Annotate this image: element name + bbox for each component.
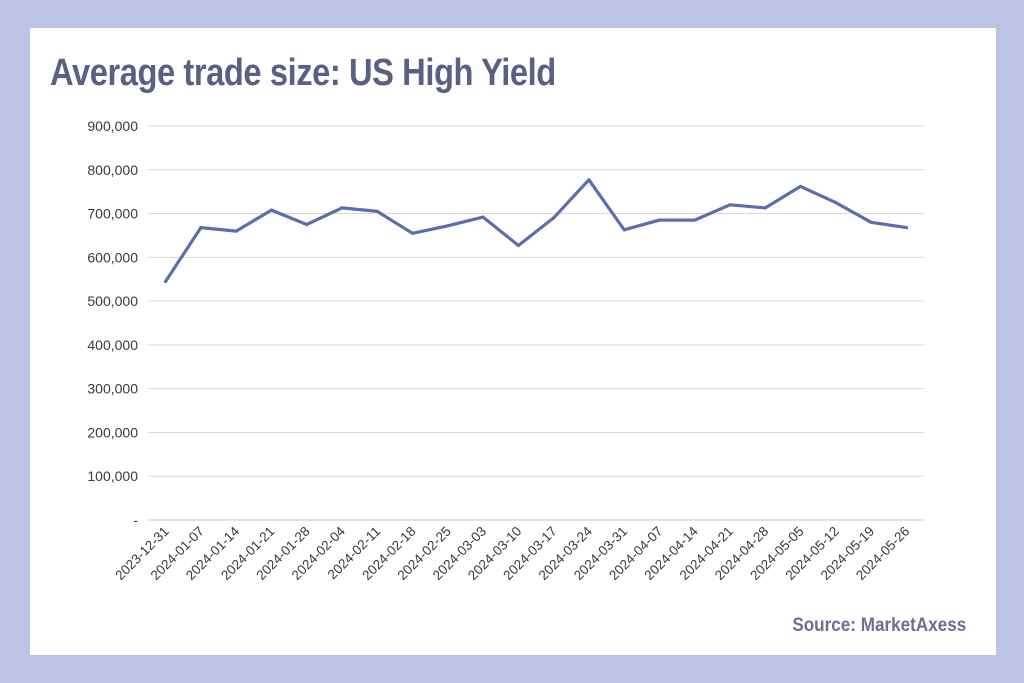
data-point: [234, 229, 238, 233]
data-point: [869, 220, 873, 224]
y-tick-label: 500,000: [87, 293, 138, 309]
chart-title: Average trade size: US High Yield: [50, 52, 556, 94]
data-point: [552, 216, 556, 220]
data-point: [340, 206, 344, 210]
data-point: [763, 206, 767, 210]
data-point: [269, 208, 274, 212]
y-tick-label: 600,000: [87, 249, 138, 265]
source-note: Source: MarketAxess: [792, 615, 966, 636]
data-point: [834, 201, 838, 205]
series-line: [164, 178, 909, 283]
y-tick-label: -: [133, 512, 138, 528]
line-chart: - 100,000 200,000 300,000 400,000 500,000 600,…: [87, 118, 924, 583]
y-tick-label: 700,000: [87, 206, 138, 222]
data-point: [622, 228, 626, 232]
data-point: [375, 209, 379, 213]
chart-card: Average trade size: US High Yield - 100,0…: [30, 28, 996, 655]
y-tick-label: 400,000: [87, 337, 138, 353]
y-tick-label: 800,000: [87, 162, 138, 178]
y-tick-label: 300,000: [87, 381, 138, 397]
data-point: [657, 218, 662, 222]
y-tick-label: 200,000: [87, 424, 138, 440]
data-point: [199, 225, 203, 230]
data-point: [481, 215, 485, 219]
data-point: [798, 184, 803, 189]
data-point: [305, 222, 309, 227]
y-tick-label: 900,000: [87, 118, 138, 134]
data-point: [164, 279, 168, 284]
data-point: [587, 178, 591, 182]
data-point: [410, 231, 415, 235]
y-tick-label: 100,000: [87, 468, 138, 484]
data-point: [904, 225, 908, 230]
data-point: [516, 243, 520, 248]
data-point: [693, 218, 697, 222]
data-point: [446, 224, 450, 228]
data-point: [728, 203, 732, 207]
